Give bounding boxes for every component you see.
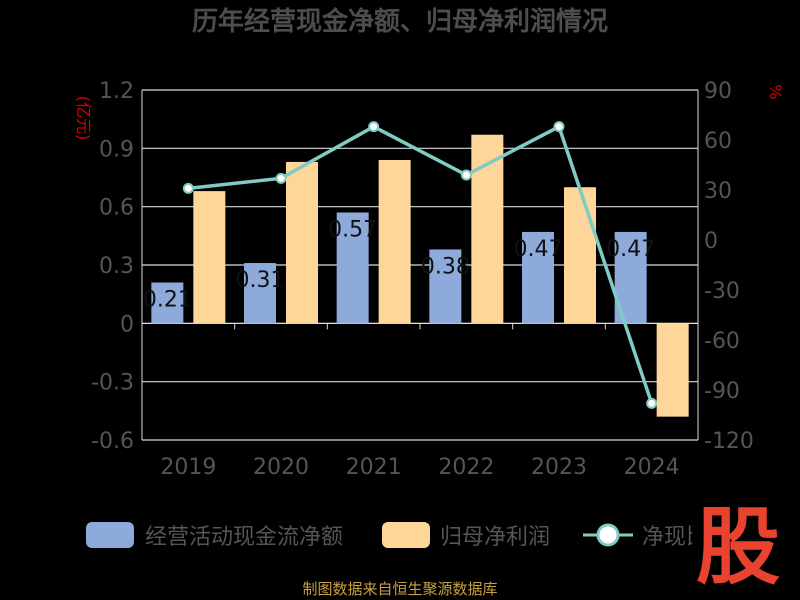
bar-profit: [656, 323, 689, 417]
left-axis-ticks: 1.2 0.9 0.6 0.3 0 -0.3 -0.6: [91, 79, 134, 454]
legend-swatch-cashflow: [86, 522, 134, 548]
legend[interactable]: 经营活动现金流净额 归母净利润 净现比: [86, 522, 708, 550]
line-point: [460, 169, 472, 181]
x-tick-label: 2021: [346, 455, 402, 480]
bars: 0.21 0.31 0.57 0.38 0.47 0.47: [143, 134, 689, 417]
right-tick-label: -120: [704, 429, 754, 454]
line-point: [368, 121, 380, 133]
right-axis-ticks: 90 60 30 0 -30 -60 -90 -120: [704, 79, 754, 454]
left-tick-label: -0.6: [91, 429, 134, 454]
legend-item-profit[interactable]: 归母净利润: [382, 522, 550, 550]
bar-profit: [193, 191, 226, 324]
bar-value-label: 0.57: [328, 218, 377, 243]
legend-item-ratio[interactable]: 净现比: [583, 523, 708, 550]
left-tick-label: 1.2: [99, 79, 134, 104]
line-series: [182, 121, 658, 409]
x-tick-label: 2020: [253, 455, 309, 480]
legend-item-cashflow[interactable]: 经营活动现金流净额: [86, 522, 343, 550]
bar-profit: [286, 161, 318, 324]
bar-profit: [564, 187, 596, 324]
x-tick-label: 2019: [160, 455, 216, 480]
bar-value-label: 0.31: [236, 268, 285, 293]
logo-mark: 股: [696, 498, 780, 596]
bar-value-label: 0.47: [606, 237, 655, 262]
chart-title: 历年经营现金净额、归母净利润情况: [192, 6, 608, 37]
bar-cashflow: [244, 263, 276, 324]
bar-value-label: 0.21: [143, 288, 192, 313]
source-note: 制图数据来自恒生聚源数据库: [302, 580, 497, 598]
right-tick-label: -90: [704, 379, 740, 404]
legend-marker-ratio: [596, 523, 620, 547]
left-tick-label: -0.3: [91, 371, 134, 396]
x-tick-label: 2023: [531, 455, 587, 480]
line-point: [275, 172, 287, 184]
right-tick-label: -30: [704, 279, 740, 304]
bar-cashflow: [151, 282, 184, 324]
left-tick-label: 0: [120, 312, 134, 337]
left-tick-label: 0.3: [99, 254, 134, 279]
right-tick-label: 90: [704, 79, 732, 104]
right-tick-label: 60: [704, 129, 732, 154]
line-ratio: [188, 124, 654, 404]
left-axis-unit: (亿元): [74, 96, 93, 141]
logo-backdrop: [692, 500, 800, 584]
left-tick-label: 0.6: [99, 196, 134, 221]
left-tick-label: 0.9: [99, 137, 134, 162]
x-tick-label: 2024: [624, 455, 680, 480]
bar-cashflow: [522, 231, 554, 324]
right-tick-label: -60: [704, 329, 740, 354]
right-axis-unit: %: [766, 84, 785, 99]
right-tick-label: 30: [704, 179, 732, 204]
bar-value-label: 0.47: [514, 237, 563, 262]
bar-cashflow: [429, 249, 462, 324]
x-tick-label: 2022: [438, 455, 494, 480]
line-point: [182, 182, 194, 194]
right-tick-label: 0: [704, 229, 718, 254]
x-axis-ticks: 2019 2020 2021 2022 2023 2024: [160, 323, 680, 480]
line-point: [646, 397, 658, 409]
line-point: [553, 121, 565, 133]
bar-profit: [471, 134, 504, 324]
legend-swatch-profit: [382, 522, 430, 548]
legend-label-cashflow: 经营活动现金流净额: [145, 525, 343, 550]
bar-cashflow: [336, 212, 369, 324]
legend-label-profit: 归母净利润: [440, 525, 550, 550]
bar-profit: [378, 160, 411, 324]
bar-value-label: 0.38: [421, 254, 470, 279]
